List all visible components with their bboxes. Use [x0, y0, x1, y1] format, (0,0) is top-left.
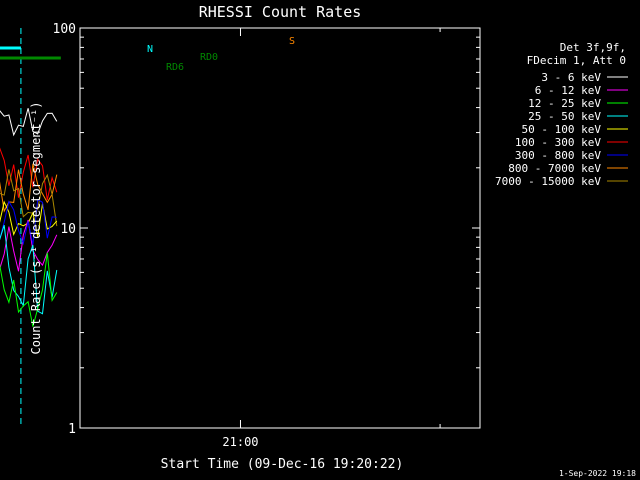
series-line-25-50-keV-2	[0, 225, 58, 315]
flag-label-rd0: RD0	[200, 52, 218, 63]
series-line-6-12-keV-2	[0, 219, 58, 272]
axis-ticks: 19:3019:4520:0020:1520:3020:4521:0011010…	[53, 22, 480, 449]
flag-label-rd6: RD6	[166, 62, 184, 73]
legend-label: 12 - 25 keV	[528, 97, 601, 110]
legend-header-line: FDecim 1, Att 0	[527, 54, 626, 67]
flag-label-s: S	[289, 36, 295, 47]
series-line-100-300-keV-2	[0, 147, 58, 201]
series-line-7000-15000-keV-2	[0, 169, 58, 227]
legend-label: 50 - 100 keV	[522, 123, 602, 136]
chart-title: RHESSI Count Rates	[199, 3, 362, 21]
legend-header-line: Det 3f,9f,	[560, 41, 626, 54]
series-line-50-100-keV-2	[0, 200, 58, 237]
series-line-800-7000-keV-2	[0, 163, 58, 213]
legend-label: 300 - 800 keV	[515, 149, 601, 162]
plot-frame	[79, 27, 481, 429]
flag-label-n: N	[147, 44, 153, 55]
series-line-3-6-keV-2	[0, 108, 58, 137]
x-tick-label: 21:00	[222, 435, 258, 449]
legend-label: 6 - 12 keV	[535, 84, 602, 97]
legend-label: 25 - 50 keV	[528, 110, 601, 123]
y-tick-label: 10	[60, 222, 76, 237]
legend-label: 100 - 300 keV	[515, 136, 601, 149]
y-tick-label: 100	[53, 22, 76, 37]
x-axis-label: Start Time (09-Dec-16 19:20:22)	[161, 457, 404, 472]
legend-label: 7000 - 15000 keV	[495, 175, 601, 188]
series-line-12-25-keV-2	[0, 252, 58, 327]
legend-label: 3 - 6 keV	[541, 71, 601, 84]
plot-area: N S RD6 RD0	[0, 28, 295, 428]
footer-date: 1-Sep-2022 19:18	[559, 469, 636, 478]
legend-label: 800 - 7000 keV	[508, 162, 601, 175]
y-axis-label: Count Rate (s⁻¹ detector segment⁻¹)	[29, 102, 43, 355]
y-tick-label: 1	[68, 422, 76, 437]
